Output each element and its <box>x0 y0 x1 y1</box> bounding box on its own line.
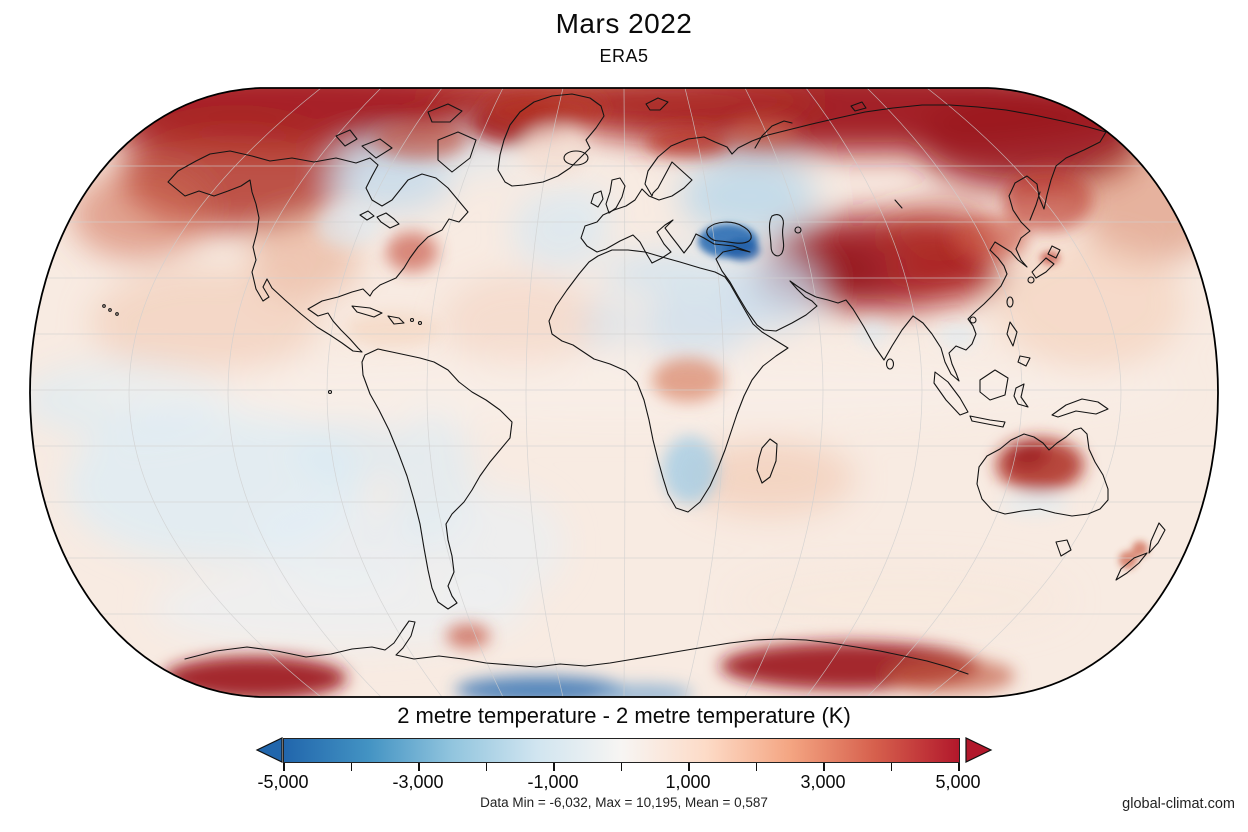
colorbar-tick-label: 1,000 <box>665 772 711 792</box>
page-subtitle: ERA5 <box>599 46 649 66</box>
colorbar-tick <box>418 763 420 771</box>
colorbar-tick <box>890 763 892 771</box>
colorbar-label: 2 metre temperature - 2 metre temperatur… <box>397 703 851 728</box>
colorbar-tick-label: 3,000 <box>800 772 846 792</box>
colorbar-tick <box>553 763 555 771</box>
colorbar-right-arrow-icon <box>965 737 993 763</box>
colorbar-left-arrow-icon <box>255 737 283 763</box>
colorbar-tick <box>823 763 825 771</box>
colorbar-tick <box>620 763 622 771</box>
data-stats: Data Min = -6,032, Max = 10,195, Mean = … <box>480 795 768 810</box>
colorbar-gradient <box>283 738 960 763</box>
left-arrow-shape <box>255 737 283 763</box>
colorbar-tick <box>283 763 285 771</box>
colorbar-tick-label: -1,000 <box>527 772 579 792</box>
colorbar-tick <box>350 763 352 771</box>
colorbar-tick <box>485 763 487 771</box>
graticule <box>30 88 1218 697</box>
coastlines <box>102 93 1166 675</box>
map-boundary <box>29 87 1219 698</box>
colorbar: -5,000 -3,000 -1,000 1,000 3,000 5,000 <box>254 736 998 794</box>
colorbar-tick <box>688 763 690 771</box>
watermark: global-climat.com <box>1122 796 1235 812</box>
colorbar-tick <box>958 763 960 771</box>
right-arrow-shape <box>965 737 993 763</box>
colorbar-tick-label: -5,000 <box>257 772 309 792</box>
map-interior <box>30 88 1218 697</box>
colorbar-tick-label: 5,000 <box>935 772 981 792</box>
colorbar-tick-label: -3,000 <box>392 772 444 792</box>
anomaly-field-medium <box>163 90 1093 697</box>
page-title: Mars 2022 <box>555 8 693 39</box>
colorbar-tick <box>755 763 757 771</box>
